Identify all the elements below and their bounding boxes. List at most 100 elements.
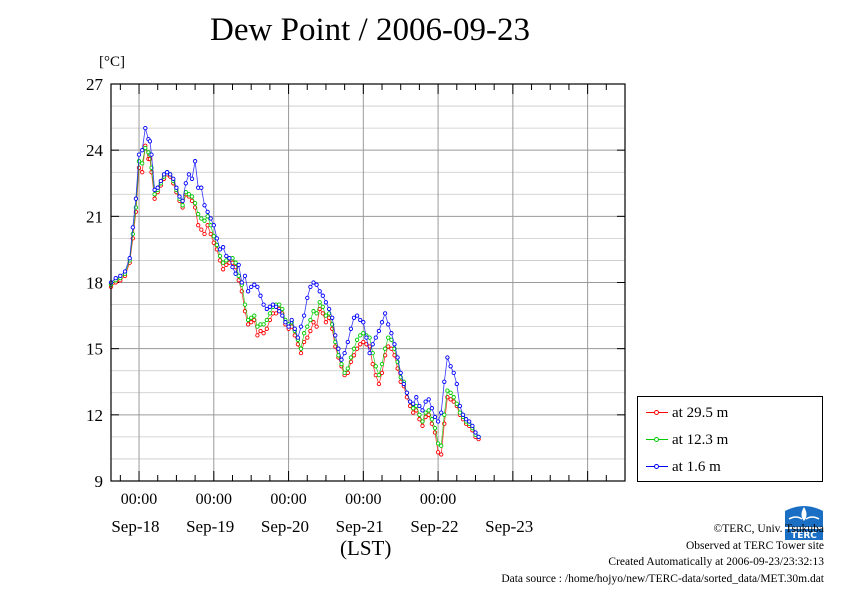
data-point-series-0 bbox=[439, 452, 444, 457]
data-point-series-0 bbox=[311, 320, 316, 325]
series-line-1 bbox=[110, 147, 479, 447]
data-point-series-2 bbox=[389, 331, 394, 336]
data-point-series-2 bbox=[208, 216, 213, 221]
data-point-series-2 bbox=[339, 357, 344, 362]
legend-label: at 29.5 m bbox=[672, 404, 729, 421]
data-point-series-1 bbox=[351, 346, 357, 351]
data-point-series-2 bbox=[149, 152, 154, 157]
y-tick-label: 9 bbox=[95, 472, 104, 491]
data-point-series-2 bbox=[426, 397, 431, 402]
x-tick-time-label: 00:00 bbox=[345, 491, 381, 508]
data-point-series-0 bbox=[202, 231, 207, 237]
data-point-series-2 bbox=[211, 223, 216, 228]
data-point-series-0 bbox=[323, 320, 329, 325]
x-tick-time-label: 00:00 bbox=[121, 491, 157, 508]
legend-marker-red bbox=[646, 407, 668, 419]
x-tick-time-label: 00:00 bbox=[270, 491, 306, 508]
data-point-series-1 bbox=[308, 317, 313, 323]
data-point-series-1 bbox=[323, 313, 329, 318]
data-point-series-1 bbox=[301, 331, 307, 336]
legend-marker-blue bbox=[646, 461, 668, 473]
data-point-series-1 bbox=[445, 388, 450, 393]
data-point-series-1 bbox=[442, 412, 447, 417]
data-point-series-2 bbox=[404, 390, 410, 395]
data-point-series-2 bbox=[202, 203, 207, 208]
data-point-series-1 bbox=[454, 401, 459, 406]
data-point-series-2 bbox=[470, 423, 475, 429]
data-point-series-1 bbox=[373, 364, 378, 369]
data-point-series-2 bbox=[180, 198, 185, 204]
data-point-series-2 bbox=[429, 406, 435, 411]
data-point-series-2 bbox=[239, 280, 244, 285]
data-point-series-1 bbox=[280, 306, 285, 312]
data-point-series-2 bbox=[113, 275, 118, 281]
data-point-series-1 bbox=[152, 192, 157, 197]
data-point-series-1 bbox=[236, 273, 241, 279]
data-point-series-0 bbox=[245, 322, 251, 327]
data-point-series-1 bbox=[140, 161, 145, 166]
data-point-series-2 bbox=[457, 403, 463, 409]
data-point-series-0 bbox=[255, 333, 260, 338]
data-point-series-1 bbox=[311, 309, 316, 314]
data-point-series-1 bbox=[220, 260, 226, 265]
data-point-series-0 bbox=[140, 170, 145, 175]
data-point-series-2 bbox=[205, 209, 210, 215]
data-point-series-1 bbox=[186, 192, 192, 197]
data-point-series-1 bbox=[130, 231, 135, 237]
data-point-series-2 bbox=[118, 273, 123, 279]
data-point-series-1 bbox=[411, 406, 416, 411]
source-text: Data source : /home/hojyo/new/TERC-data/… bbox=[501, 572, 824, 585]
data-point-series-2 bbox=[267, 304, 273, 309]
data-point-series-1 bbox=[457, 410, 463, 415]
data-point-series-2 bbox=[386, 322, 391, 327]
data-point-series-2 bbox=[333, 333, 338, 338]
x-tick-date-label: Sep-22 bbox=[410, 517, 458, 536]
y-tick-label: 24 bbox=[86, 141, 104, 160]
data-point-series-2 bbox=[330, 315, 335, 320]
data-point-series-2 bbox=[354, 313, 360, 318]
data-point-series-2 bbox=[401, 381, 406, 387]
data-point-series-2 bbox=[224, 253, 229, 259]
data-point-series-1 bbox=[189, 194, 195, 199]
data-point-series-0 bbox=[314, 324, 319, 329]
y-tick-label: 21 bbox=[86, 207, 103, 226]
data-point-series-2 bbox=[432, 414, 438, 420]
x-tick-date-label: Sep-21 bbox=[336, 517, 384, 536]
data-point-series-2 bbox=[127, 256, 132, 261]
x-tick-date-label: Sep-23 bbox=[485, 517, 533, 536]
data-point-series-1 bbox=[361, 331, 366, 336]
data-point-series-1 bbox=[429, 417, 435, 422]
data-point-series-0 bbox=[249, 320, 254, 325]
data-point-series-2 bbox=[317, 289, 322, 294]
data-point-series-0 bbox=[196, 223, 201, 228]
legend-label: at 12.3 m bbox=[672, 431, 729, 448]
data-point-series-1 bbox=[348, 355, 354, 360]
chart-legend: at 29.5 m at 12.3 m at 1.6 m bbox=[637, 396, 823, 482]
data-point-series-2 bbox=[454, 381, 459, 387]
data-point-series-2 bbox=[155, 185, 160, 190]
data-point-series-1 bbox=[439, 443, 444, 448]
data-point-series-2 bbox=[230, 264, 235, 270]
data-point-series-2 bbox=[411, 401, 416, 406]
data-point-series-1 bbox=[245, 317, 251, 323]
terc-logo: TERC bbox=[785, 506, 823, 541]
data-point-series-2 bbox=[448, 364, 453, 369]
x-tick-time-label: 00:00 bbox=[196, 491, 232, 508]
data-point-series-2 bbox=[367, 350, 372, 356]
data-point-series-1 bbox=[255, 324, 260, 329]
data-point-series-2 bbox=[351, 315, 357, 320]
data-point-series-0 bbox=[370, 361, 375, 367]
data-point-series-2 bbox=[136, 152, 142, 157]
data-point-series-1 bbox=[420, 419, 425, 424]
data-point-series-0 bbox=[224, 262, 229, 268]
data-point-series-2 bbox=[255, 284, 260, 290]
data-point-series-2 bbox=[122, 269, 128, 274]
data-point-series-2 bbox=[289, 317, 294, 323]
data-point-series-2 bbox=[152, 187, 157, 193]
data-point-series-2 bbox=[382, 311, 388, 316]
data-point-series-2 bbox=[308, 284, 313, 290]
x-tick-date-label: Sep-18 bbox=[111, 517, 159, 536]
data-point-series-0 bbox=[386, 344, 391, 349]
data-point-series-2 bbox=[214, 236, 220, 241]
data-point-series-2 bbox=[227, 256, 232, 261]
